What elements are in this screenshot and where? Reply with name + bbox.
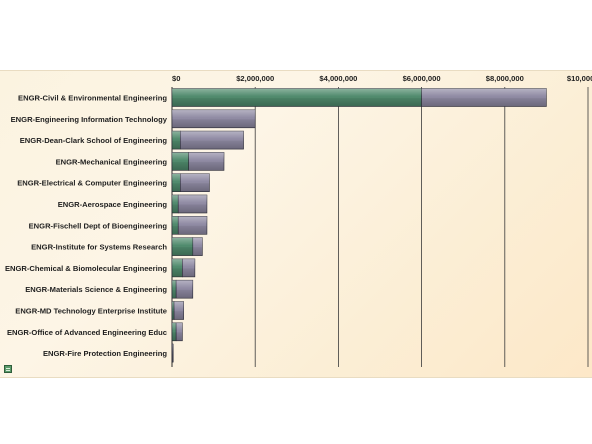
category-label: ENGR-Aerospace Engineering bbox=[58, 200, 168, 209]
bar-shading bbox=[178, 195, 207, 213]
bar-shading bbox=[188, 152, 224, 171]
x-tick-label: $0 bbox=[172, 74, 180, 83]
bar-shading bbox=[180, 173, 210, 192]
bar-shading bbox=[172, 131, 181, 150]
category-label: ENGR-Materials Science & Engineering bbox=[25, 285, 167, 294]
bar-shading bbox=[172, 322, 177, 341]
bar-shading bbox=[421, 88, 547, 107]
bar-shading bbox=[174, 301, 184, 320]
bar-shading bbox=[172, 195, 179, 213]
category-label: ENGR-Institute for Systems Research bbox=[31, 243, 167, 252]
x-tick-label: $2,000,000 bbox=[236, 74, 274, 83]
bar-shading bbox=[176, 322, 183, 341]
bar-shading bbox=[172, 173, 181, 192]
bar-shading bbox=[192, 237, 203, 256]
bar-shading bbox=[172, 237, 193, 256]
x-tick-label: $4,000,000 bbox=[319, 74, 357, 83]
bar-shading bbox=[172, 109, 256, 128]
bar-shading bbox=[180, 131, 244, 150]
category-label: ENGR-Chemical & Biomolecular Engineering bbox=[5, 264, 167, 273]
category-label: ENGR-Fischell Dept of Bioengineering bbox=[29, 221, 168, 230]
category-label: ENGR-Fire Protection Engineering bbox=[43, 349, 167, 358]
chart-panel: $0 $2,000,000 $4,000,000 $6,000,000 $8,000,0… bbox=[0, 70, 592, 378]
category-label: ENGR-Engineering Information Technology bbox=[11, 115, 168, 124]
grid-table-icon[interactable] bbox=[4, 365, 12, 373]
category-label: ENGR-MD Technology Enterprise Institute bbox=[15, 307, 167, 316]
x-tick-label: $8,000,000 bbox=[486, 74, 524, 83]
bar-shading bbox=[182, 258, 195, 277]
bar-shading bbox=[172, 301, 175, 320]
x-tick-label: $10,000,000 bbox=[567, 74, 592, 83]
bar-shading bbox=[178, 216, 207, 235]
bar-shading bbox=[172, 258, 183, 277]
bar-shading bbox=[176, 280, 193, 299]
bar-chart: $0 $2,000,000 $4,000,000 $6,000,000 $8,000,0… bbox=[5, 74, 592, 367]
bar-shading bbox=[172, 344, 174, 363]
category-label: ENGR-Dean-Clark School of Engineering bbox=[20, 136, 168, 145]
bar-shading bbox=[172, 152, 189, 171]
bar-shading bbox=[172, 216, 179, 235]
bar-shading bbox=[172, 280, 177, 299]
category-label: ENGR-Office of Advanced Engineering Educ bbox=[7, 328, 167, 337]
category-label: ENGR-Electrical & Computer Engineering bbox=[17, 179, 167, 188]
x-tick-label: $6,000,000 bbox=[403, 74, 441, 83]
category-label: ENGR-Mechanical Engineering bbox=[56, 157, 168, 166]
bar-shading bbox=[172, 88, 422, 107]
category-label: ENGR-Civil & Environmental Engineering bbox=[18, 94, 167, 103]
